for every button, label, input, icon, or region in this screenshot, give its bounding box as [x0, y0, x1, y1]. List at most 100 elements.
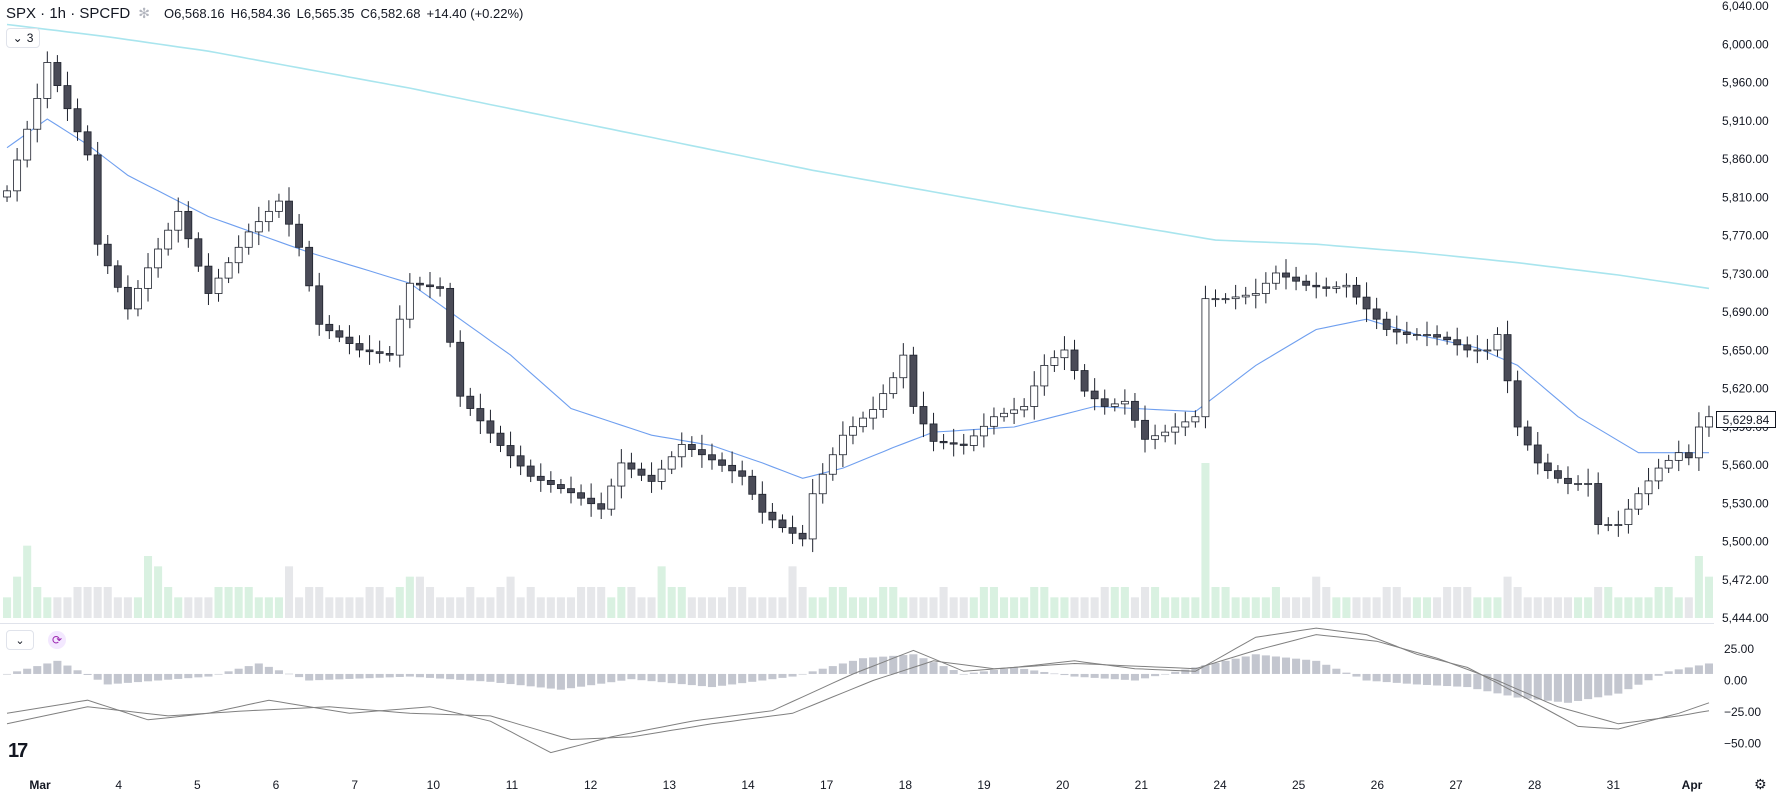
macd-histogram-bar	[1070, 673, 1079, 677]
volume-bar	[1261, 597, 1270, 618]
volume-bar	[1140, 587, 1150, 618]
volume-bar	[989, 587, 998, 618]
macd-histogram-bar	[103, 673, 112, 685]
macd-histogram-bar	[1422, 673, 1432, 685]
candle-body	[1604, 524, 1613, 526]
candle-body	[234, 246, 243, 264]
change-value: +14.40 (+0.22%)	[426, 5, 524, 21]
volume-bar	[1322, 587, 1331, 618]
indicator-toggle-button[interactable]: ⌄ 3	[6, 28, 40, 48]
volume-bar	[748, 597, 757, 618]
volume-bar	[476, 597, 485, 618]
volume-bar	[456, 597, 465, 618]
macd-histogram-bar	[1271, 656, 1280, 674]
volume-bar	[879, 587, 888, 618]
volume-bar	[93, 587, 102, 618]
symbol-title[interactable]: SPX · 1h · SPCFD	[6, 4, 131, 22]
candle-body	[1574, 483, 1582, 485]
volume-bar	[1584, 597, 1593, 618]
volume-bar	[335, 597, 344, 618]
indicator-count: 3	[26, 31, 34, 45]
macd-histogram-bar	[1060, 673, 1069, 676]
time-axis-tick-label: 4	[115, 778, 122, 792]
macd-histogram-bar	[1684, 667, 1693, 674]
macd-histogram-bar	[667, 673, 676, 684]
macd-histogram-bar	[335, 673, 344, 680]
price-axis-tick-label: 6,040.00	[1722, 0, 1769, 13]
volume-bar	[949, 597, 958, 618]
candle-body	[1533, 444, 1542, 464]
high-value: 6,584.36	[240, 5, 291, 21]
macd-histogram-bar	[1614, 673, 1623, 694]
price-axis-tick-label: 5,472.00	[1722, 573, 1769, 587]
macd-histogram-bar	[989, 670, 998, 674]
volume-bar	[1050, 597, 1059, 618]
macd-axis-tick-label: 25.00	[1724, 642, 1754, 656]
candle-body	[607, 485, 616, 510]
candle-body	[708, 454, 716, 461]
candle-body	[1433, 334, 1441, 338]
macd-histogram-bar	[1130, 673, 1139, 681]
candle-body	[1614, 524, 1623, 526]
volume-bar	[73, 587, 82, 618]
macd-histogram-bar	[919, 658, 928, 674]
macd-toggle-button[interactable]: ⌄	[6, 630, 34, 650]
volume-bar	[305, 587, 314, 618]
time-axis-tick-label: 25	[1292, 778, 1306, 792]
macd-axis-tick-label: −50.00	[1724, 737, 1761, 751]
macd-histogram-bar	[848, 660, 857, 674]
candle-body	[1684, 452, 1693, 459]
volume-bar	[1503, 576, 1512, 618]
time-axis-tick-label: 17	[820, 778, 834, 792]
macd-histogram-bar	[979, 671, 988, 674]
candle-body	[1100, 398, 1109, 407]
macd-histogram-bar	[526, 673, 535, 687]
macd-histogram-bar	[1140, 673, 1150, 679]
candle-body	[305, 246, 314, 287]
macd-histogram-bar	[1352, 673, 1361, 677]
macd-histogram-bar	[13, 671, 22, 674]
macd-histogram-bar	[1574, 673, 1583, 701]
candle-body	[43, 62, 52, 99]
volume-bar	[1684, 597, 1693, 618]
refresh-icon[interactable]: ⟳	[48, 631, 66, 649]
macd-histogram-bar	[758, 673, 767, 681]
macd-histogram-bar	[1412, 673, 1421, 685]
candle-body	[637, 468, 646, 476]
signal-line	[6, 634, 1710, 741]
candle-body	[1523, 426, 1532, 446]
volume-bar	[1151, 587, 1160, 618]
candle-body	[1352, 284, 1361, 298]
candle-body	[1644, 480, 1653, 495]
price-axis-tick-label: 5,444.00	[1722, 611, 1769, 625]
candle-body	[919, 406, 928, 425]
volume-bar	[1010, 597, 1019, 618]
candle-body	[1624, 508, 1633, 525]
candle-body	[1634, 493, 1643, 510]
candle-body	[1251, 293, 1260, 296]
candle-body	[1050, 357, 1059, 366]
candle-body	[1362, 296, 1371, 310]
macd-histogram-bar	[1674, 669, 1683, 674]
macd-histogram-bar	[1181, 669, 1190, 674]
macd-histogram-bar	[1604, 673, 1613, 696]
candle-body	[1272, 272, 1280, 284]
volume-bar	[667, 587, 676, 618]
volume-bar	[1110, 587, 1119, 618]
macd-histogram-bar	[536, 673, 545, 688]
candle-body	[194, 238, 203, 267]
volume-bar	[778, 597, 787, 618]
macd-histogram-bar	[154, 673, 163, 681]
price-axis-tick-label: 5,650.00	[1722, 343, 1769, 357]
tradingview-logo[interactable]: 17	[8, 740, 28, 762]
macd-histogram-bar	[315, 673, 324, 681]
macd-histogram-bar	[1281, 657, 1291, 674]
candle-body	[647, 474, 656, 482]
time-axis-tick-label: 11	[506, 778, 519, 792]
candle-body	[697, 449, 706, 456]
gear-icon[interactable]: ⚙	[1754, 776, 1767, 792]
volume-bar	[1362, 597, 1371, 618]
macd-histogram-bar	[164, 673, 173, 680]
macd-histogram-bar	[446, 673, 455, 680]
